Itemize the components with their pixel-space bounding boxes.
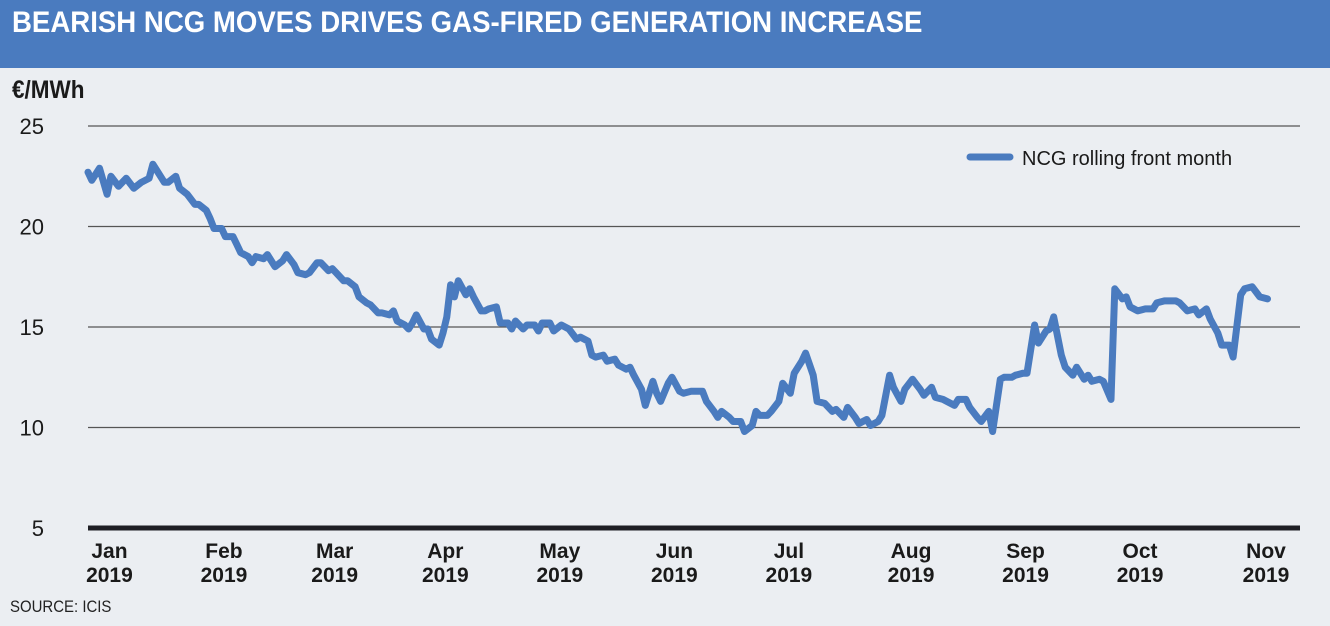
x-tick-month: Oct [1123,540,1158,563]
x-tick-year: 2019 [422,564,469,587]
chart-title: BEARISH NCG MOVES DRIVES GAS-FIRED GENER… [12,6,923,39]
series-line-ncg-rolling-front-month [84,160,1271,435]
x-tick-year: 2019 [537,564,584,587]
x-tick-month: Mar [316,540,353,563]
y-tick-label: 15 [20,315,44,340]
x-tick-month: Apr [427,540,463,563]
x-tick-year: 2019 [311,564,358,587]
gridlines [88,125,1300,531]
x-tick-year: 2019 [1117,564,1164,587]
y-tick-label: 10 [20,416,44,441]
x-tick-month: Jan [91,540,127,563]
x-tick-year: 2019 [888,564,935,587]
x-tick-month: Nov [1246,540,1286,563]
y-tick-labels: 5 10 15 20 25 [20,114,44,541]
x-tick-month: Aug [891,540,932,563]
x-tick-month: Jul [774,540,804,563]
x-tick-month: Jun [656,540,693,563]
y-axis-unit-label: €/MWh [12,76,85,104]
title-bar: BEARISH NCG MOVES DRIVES GAS-FIRED GENER… [0,0,1330,68]
x-tick-year: 2019 [1002,564,1049,587]
series-layer [84,160,1271,435]
legend: NCG rolling front month [966,148,1232,170]
x-tick-year: 2019 [1243,564,1290,587]
x-tick-year: 2019 [201,564,248,587]
y-tick-label: 25 [20,114,44,139]
x-tick-month: Sep [1006,540,1045,563]
legend-label-ncg: NCG rolling front month [1022,148,1232,170]
x-tick-labels: Jan2019Feb2019Mar2019Apr2019May2019Jun20… [86,540,1289,587]
x-tick-month: May [539,540,580,563]
source-note: SOURCE: ICIS [10,597,112,616]
x-tick-year: 2019 [766,564,813,587]
y-tick-label: 20 [20,215,44,240]
x-tick-year: 2019 [86,564,133,587]
y-tick-label: 5 [32,516,44,541]
x-tick-month: Feb [205,540,242,563]
x-tick-year: 2019 [651,564,698,587]
